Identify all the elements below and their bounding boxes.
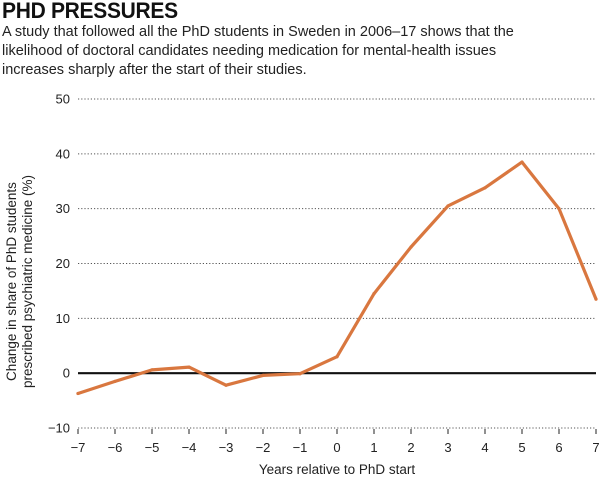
x-axis-title: Years relative to PhD start <box>259 462 416 477</box>
x-tick-label: 7 <box>592 440 599 455</box>
y-tick-label: 40 <box>56 146 70 161</box>
series-layer <box>76 160 598 396</box>
y-tick-label: 0 <box>63 366 70 381</box>
data-point <box>483 186 487 190</box>
data-point <box>409 245 413 249</box>
x-tick-label: −5 <box>145 440 160 455</box>
x-tick-label: −2 <box>256 440 271 455</box>
data-point <box>520 160 524 164</box>
data-point <box>298 372 302 376</box>
x-tick-label: −7 <box>71 440 86 455</box>
y-tick-label: −10 <box>48 421 70 436</box>
data-point <box>76 391 80 396</box>
data-point <box>150 368 154 372</box>
y-tick-label: 10 <box>56 311 70 326</box>
x-tick-label: 0 <box>333 440 340 455</box>
x-tick-label: 1 <box>370 440 377 455</box>
y-tick-label: 30 <box>56 201 70 216</box>
x-tick-label: −1 <box>293 440 308 455</box>
x-tick-label: 3 <box>444 440 451 455</box>
x-tick-label: −6 <box>108 440 123 455</box>
x-tick-label: −3 <box>219 440 234 455</box>
chart-title: PHD PRESSURES <box>2 0 178 24</box>
y-tick-label: 20 <box>56 256 70 271</box>
data-point <box>446 204 450 208</box>
x-tick-label: −4 <box>182 440 197 455</box>
data-point <box>261 373 265 377</box>
data-point <box>594 297 598 301</box>
data-point <box>557 207 561 211</box>
data-point <box>224 383 228 387</box>
data-point <box>335 355 339 359</box>
x-tick-label: 6 <box>555 440 562 455</box>
x-tick-label: 2 <box>407 440 414 455</box>
y-axis-title-line2: prescribed psychiatric medicine (%) <box>20 175 35 388</box>
y-tick-label: 50 <box>56 92 70 107</box>
gridlines <box>78 98 596 429</box>
chart-subtitle: A study that followed all the PhD studen… <box>2 24 514 78</box>
data-point <box>113 379 117 383</box>
data-point <box>372 292 376 296</box>
x-tick-label: 5 <box>518 440 525 455</box>
x-tick-label: 4 <box>481 440 488 455</box>
data-point <box>187 365 191 369</box>
y-axis-title-line1: Change in share of PhD students <box>4 182 19 381</box>
series-line <box>76 160 598 396</box>
